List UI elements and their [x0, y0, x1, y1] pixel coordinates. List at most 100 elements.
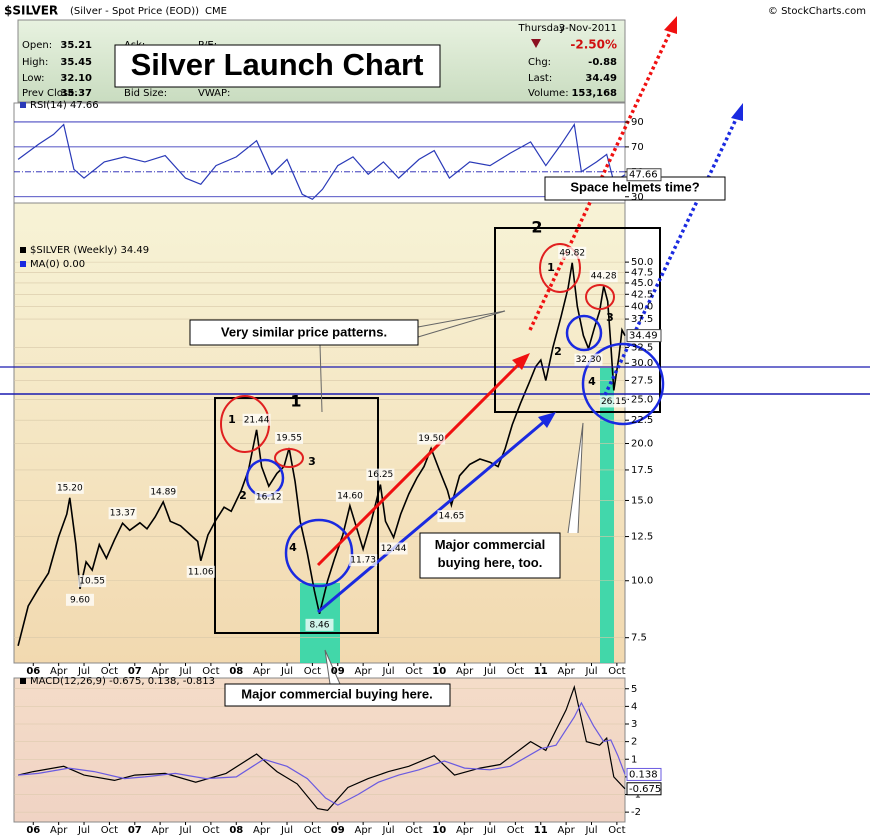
red-circle: [539, 243, 581, 293]
legend-swatch: [20, 261, 26, 267]
value-label-box: [305, 618, 334, 631]
day: Thursday: [518, 23, 566, 34]
exchange: CME: [205, 6, 227, 17]
value-label-box: [574, 353, 603, 366]
y-tick-label: 70: [631, 142, 644, 153]
x-tick-label: Apr: [253, 666, 271, 677]
description: (Silver - Spot Price (EOD)): [70, 6, 199, 17]
change-pct: -2.50%: [570, 38, 617, 52]
pattern-number: 3: [308, 455, 316, 468]
value-tag-label: 0.138: [629, 769, 658, 780]
y-tick-label: 3: [631, 719, 637, 730]
callout-pointer: [324, 649, 341, 685]
value-label: 11.06: [188, 567, 214, 577]
y-tick-label: 25.0: [631, 394, 653, 405]
x-tick-label: Apr: [354, 825, 372, 836]
x-tick-label: Oct: [507, 825, 524, 836]
value-label: 32.30: [576, 355, 602, 365]
value-label-box: [335, 489, 364, 502]
down-arrow: [531, 39, 541, 48]
x-tick-label: Apr: [456, 825, 474, 836]
x-tick-label: Jul: [77, 666, 90, 677]
callout-pointer: [567, 422, 584, 534]
headline: Silver Launch Chart: [131, 47, 424, 82]
pattern-number: 1: [290, 392, 301, 411]
value-label-box: [589, 270, 618, 283]
x-tick-label: Oct: [202, 666, 219, 677]
value-label-box: [55, 481, 84, 494]
x-tick-label: Apr: [253, 825, 271, 836]
pattern-number: 2: [531, 218, 542, 237]
y-tick-label: 37.5: [631, 314, 653, 325]
value-label-box: [379, 542, 408, 555]
value-label: 15.20: [57, 483, 83, 493]
x-tick-label: Oct: [405, 666, 422, 677]
indicator-label: MA(0) 0.00: [30, 259, 85, 270]
x-tick-label: 11: [534, 825, 548, 836]
symbol: $SILVER: [4, 4, 58, 18]
value-tag: [626, 168, 662, 182]
value-label-box: [599, 395, 628, 408]
pattern-number: 4: [588, 375, 596, 388]
callout-box: [189, 319, 419, 346]
x-tick-label: Apr: [151, 666, 169, 677]
x-tick-label: Oct: [405, 825, 422, 836]
annotation: Space helmets time?: [570, 179, 699, 194]
y-tick-label: 42.5: [631, 289, 653, 300]
value-label: 16.12: [256, 493, 282, 503]
value-label: 14.60: [337, 491, 363, 501]
series-layer: [14, 121, 626, 813]
legend-swatch: [20, 102, 26, 108]
x-tick-label: Jul: [178, 666, 191, 677]
value-label-box: [366, 468, 395, 481]
field-label: Chg:: [528, 57, 551, 68]
field-label: Open:: [22, 40, 52, 51]
series-line: [17, 684, 626, 812]
panel-title: MACD(12,26,9) -0.675, 0.138, -0.813: [30, 676, 215, 687]
annotation: Major commercial buying here, too.: [435, 537, 546, 570]
value-label: 19.50: [418, 434, 444, 444]
y-tick-label: 22.5: [631, 415, 653, 426]
value-label: 14.89: [150, 487, 176, 497]
x-tick-label: Jul: [381, 825, 394, 836]
x-tick-label: Oct: [608, 666, 625, 677]
x-tick-label: 09: [331, 666, 345, 677]
value-label: 8.46: [309, 620, 329, 630]
field-value: 35.21: [60, 40, 92, 51]
value-label: 16.25: [368, 470, 394, 480]
value-label: 12.44: [381, 544, 407, 554]
x-tick-label: 06: [26, 825, 40, 836]
value-tag-label: 34.49: [629, 331, 658, 342]
trend-arrow: [317, 418, 547, 614]
value-label-box: [558, 246, 587, 259]
x-tick-label: 10: [432, 666, 446, 677]
x-tick-label: Oct: [202, 825, 219, 836]
value-label-box: [186, 565, 215, 578]
red-circle: [585, 284, 615, 310]
arrow-head: [538, 412, 556, 428]
value-label-box: [65, 593, 94, 606]
y-tick-label: 10.0: [631, 576, 653, 587]
x-tick-label: 10: [432, 825, 446, 836]
value-label-box: [254, 491, 283, 504]
legend-swatch: [20, 247, 26, 253]
value-label-box: [437, 510, 466, 523]
y-tick-label: 90: [631, 117, 644, 128]
value-label: 9.60: [70, 595, 90, 605]
trend-arrow: [316, 359, 524, 567]
launch-arrow: [528, 27, 674, 331]
pattern-box: [214, 397, 379, 634]
launch-arrow: [603, 114, 740, 396]
value-tag: [626, 329, 662, 343]
pattern-number: 4: [289, 541, 297, 554]
y-tick-label: 15.0: [631, 495, 653, 506]
pattern-number: 1: [547, 261, 555, 274]
x-tick-label: Apr: [151, 825, 169, 836]
y-tick-label: 45.0: [631, 278, 653, 289]
x-tick-label: Oct: [608, 825, 625, 836]
value-label-box: [417, 432, 446, 445]
x-tick-label: Apr: [557, 825, 575, 836]
value-label-box: [149, 485, 178, 498]
x-tick-label: 08: [229, 666, 243, 677]
field-label: VWAP:: [198, 88, 230, 99]
